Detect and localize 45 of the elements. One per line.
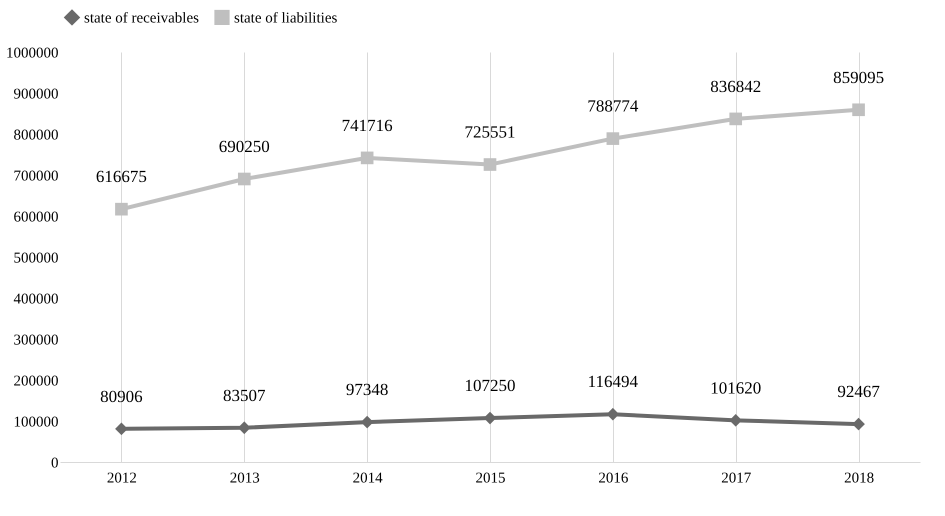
y-tick-label: 0 (51, 456, 58, 472)
y-tick-label: 500000 (14, 250, 58, 266)
x-tick-label: 2018 (844, 470, 874, 486)
y-tick-label: 200000 (14, 374, 58, 390)
point (484, 412, 496, 424)
data-label: 859095 (833, 68, 884, 87)
x-tick-label: 2015 (476, 470, 506, 486)
y-tick-label: 700000 (14, 168, 58, 184)
y-tick-label: 100000 (14, 414, 58, 430)
data-label: 616675 (96, 167, 147, 186)
data-label: 101620 (710, 378, 762, 398)
y-tick-label: 1000000 (6, 46, 58, 62)
point (729, 414, 742, 427)
data-label: 788774 (587, 96, 639, 116)
data-label: 690250 (218, 136, 270, 156)
point (238, 172, 251, 186)
point (606, 132, 620, 145)
point (115, 202, 128, 216)
x-tick-label: 2017 (721, 470, 752, 486)
point (606, 408, 620, 421)
x-tick-label: 2012 (106, 470, 137, 486)
point (360, 152, 374, 164)
legend-label: state of liabilities (234, 10, 338, 26)
data-label: 83507 (223, 386, 266, 405)
data-label: 92467 (837, 382, 880, 402)
data-label: 80906 (100, 386, 143, 406)
y-tick-label: 600000 (14, 210, 58, 226)
data-label: 97348 (346, 380, 388, 400)
point (238, 421, 251, 434)
data-label: 725551 (464, 122, 516, 142)
y-tick-label: 300000 (14, 332, 58, 348)
x-tick-label: 2013 (230, 470, 260, 486)
point (484, 158, 496, 171)
y-tick-label: 400000 (14, 292, 58, 308)
data-label: 836842 (710, 76, 762, 96)
data-label: 116494 (588, 372, 639, 392)
data-label: 741716 (342, 116, 393, 135)
x-tick-label: 2016 (598, 470, 629, 486)
point (729, 112, 742, 126)
y-tick-label: 900000 (14, 86, 58, 102)
legend-label: state of receivables (84, 10, 200, 26)
point (852, 103, 865, 116)
data-label: 107250 (464, 376, 516, 396)
x-tick-label: 2014 (352, 470, 384, 486)
y-tick-label: 800000 (14, 128, 58, 144)
